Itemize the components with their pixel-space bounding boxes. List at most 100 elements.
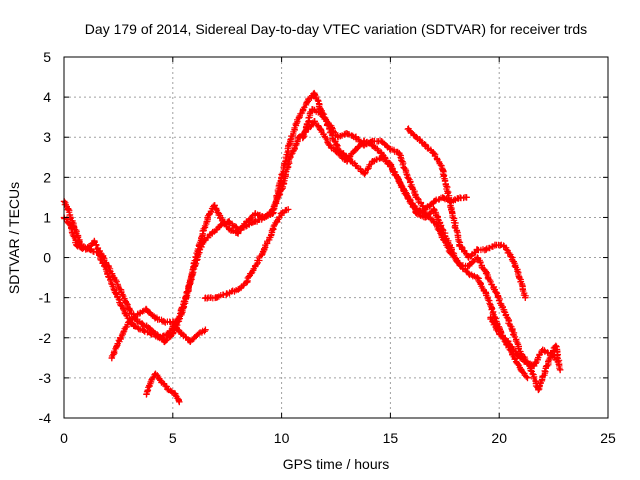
data-point	[121, 310, 129, 317]
data-point	[535, 386, 542, 394]
data-point	[99, 254, 107, 261]
y-tick-label: -4	[39, 410, 52, 426]
series-track-5	[201, 206, 292, 302]
data-point	[139, 326, 146, 333]
data-point	[509, 254, 516, 261]
data-point	[117, 286, 124, 293]
y-tick-label: 4	[43, 89, 51, 105]
data-point	[226, 226, 233, 233]
data-point	[448, 206, 455, 213]
data-point	[463, 194, 470, 201]
data-point	[202, 326, 209, 333]
data-point	[500, 242, 507, 249]
data-point	[187, 338, 194, 345]
data-point	[208, 230, 216, 237]
data-point	[126, 306, 133, 313]
data-point	[509, 326, 516, 333]
data-point	[113, 290, 120, 297]
data-point	[474, 246, 481, 253]
data-point	[67, 222, 74, 229]
data-point	[317, 109, 324, 117]
data-point	[278, 174, 285, 181]
data-point	[524, 374, 531, 382]
data-point	[413, 194, 420, 201]
y-tick-label: -3	[39, 370, 52, 386]
data-point	[361, 170, 368, 177]
data-point	[556, 366, 564, 374]
data-point	[552, 342, 559, 349]
data-point	[517, 366, 525, 374]
data-point	[430, 218, 438, 225]
axis-ticks: 0 5 10 15 20 25 -4 -3 -2 -1 0 1 2 3 4 5	[39, 49, 616, 446]
series-markers	[143, 370, 183, 406]
x-tick-label: 0	[60, 430, 68, 446]
data-point	[517, 278, 525, 285]
y-axis-label: SDTVAR / TECUs	[6, 182, 22, 294]
data-point	[224, 290, 231, 297]
data-point	[160, 338, 168, 345]
data-point	[152, 330, 159, 337]
data-point	[202, 294, 209, 301]
data-point	[213, 294, 220, 301]
data-point	[387, 146, 394, 153]
data-point	[91, 238, 98, 245]
data-point	[500, 306, 507, 313]
series-track-4	[143, 370, 183, 406]
data-point	[82, 246, 89, 253]
data-point	[243, 278, 250, 285]
data-point	[252, 218, 259, 225]
data-point	[543, 362, 551, 370]
data-point	[439, 194, 446, 201]
data-point	[326, 121, 333, 129]
data-point	[195, 242, 203, 249]
data-point	[169, 318, 176, 325]
data-point	[252, 210, 259, 217]
data-point	[378, 138, 385, 145]
data-point	[456, 194, 464, 201]
x-tick-label: 25	[600, 430, 616, 446]
data-point	[169, 330, 176, 337]
y-tick-label: 5	[43, 49, 51, 65]
data-point	[352, 146, 359, 153]
data-point	[326, 142, 333, 149]
data-point	[73, 242, 81, 249]
series-track-3	[108, 305, 209, 362]
data-point	[234, 230, 242, 237]
data-point	[395, 178, 403, 185]
data-point	[260, 214, 268, 221]
data-point	[554, 358, 562, 366]
data-point	[491, 286, 499, 293]
data-point	[465, 254, 472, 261]
data-point	[334, 146, 342, 153]
data-point	[287, 138, 294, 145]
data-point	[176, 398, 183, 406]
data-point	[482, 270, 490, 277]
y-tick-label: -1	[39, 290, 52, 306]
series-layer	[60, 89, 564, 406]
data-point	[522, 358, 529, 366]
data-point	[143, 390, 150, 398]
x-tick-label: 10	[274, 430, 290, 446]
data-point	[404, 194, 412, 201]
data-point	[130, 322, 137, 329]
data-point	[108, 354, 116, 362]
data-point	[178, 330, 185, 337]
data-point	[465, 270, 472, 277]
series-markers	[60, 90, 564, 393]
data-point	[465, 262, 472, 269]
series-track-8	[487, 314, 562, 370]
data-point	[395, 150, 403, 157]
data-point	[482, 246, 490, 253]
data-point	[152, 370, 159, 378]
data-point	[126, 318, 133, 325]
data-point	[165, 386, 172, 394]
data-point	[404, 126, 412, 133]
series-track-2	[60, 89, 564, 394]
data-point	[530, 362, 538, 370]
data-point	[430, 198, 438, 205]
data-point	[422, 206, 429, 213]
data-point	[143, 322, 150, 329]
data-point	[195, 330, 203, 337]
series-track-7	[404, 125, 529, 301]
x-tick-label: 20	[491, 430, 507, 446]
